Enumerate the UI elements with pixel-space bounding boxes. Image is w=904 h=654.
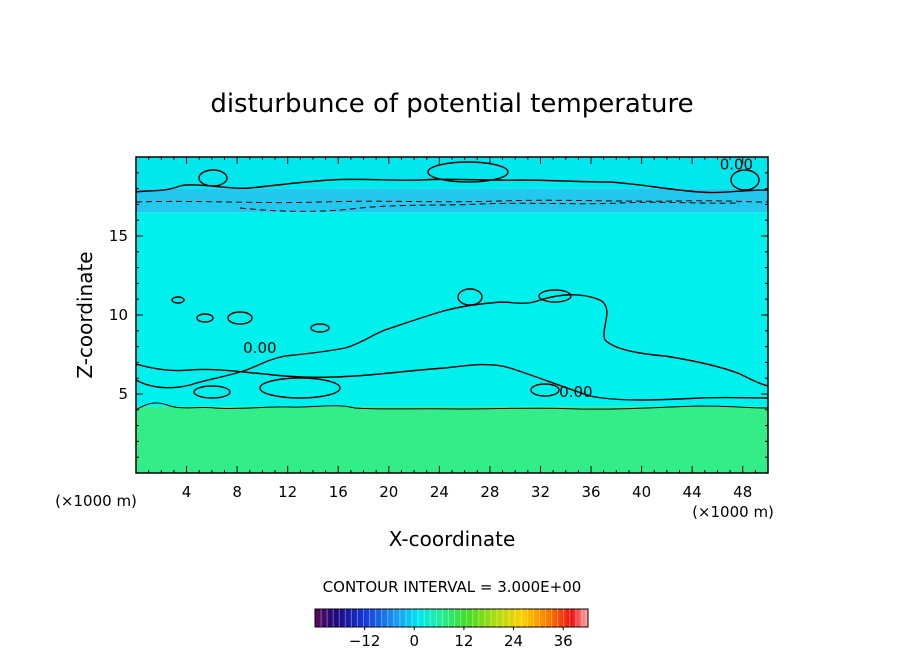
contour-loop bbox=[198, 169, 228, 187]
contour-loop bbox=[193, 385, 231, 399]
x-tick-label: 44 bbox=[683, 483, 702, 501]
contour-label: 0.00 bbox=[559, 383, 592, 401]
colorbar-tick-label: 0 bbox=[409, 632, 419, 650]
colorbar-tick-label: 36 bbox=[554, 632, 573, 650]
x-tick-label: 28 bbox=[480, 483, 499, 501]
contour-dashed-2 bbox=[239, 201, 741, 212]
contour-loop bbox=[538, 289, 572, 303]
y-axis-ticks: 5 10 15 bbox=[109, 172, 768, 458]
x-tick-label: 4 bbox=[182, 483, 192, 501]
x-tick-label: 24 bbox=[430, 483, 449, 501]
y-units-note: (×1000 m) bbox=[55, 492, 137, 510]
plot-area: 0.00 0.00 0.00 bbox=[136, 156, 768, 473]
y-axis-label: Z-coordinate bbox=[73, 251, 97, 378]
contour-loop bbox=[730, 169, 760, 191]
field-region bbox=[136, 157, 768, 189]
colorbar-tick-label: −12 bbox=[349, 632, 381, 650]
contour-loop bbox=[310, 323, 330, 333]
contour-loop bbox=[427, 161, 509, 183]
contour-loop bbox=[530, 383, 560, 397]
chart-title: disturbunce of potential temperature bbox=[210, 89, 693, 119]
x-tick-label: 20 bbox=[379, 483, 398, 501]
contour-loop bbox=[227, 311, 253, 325]
x-tick-label: 8 bbox=[232, 483, 242, 501]
colorbar-ticks: −12 0 12 24 36 bbox=[349, 627, 573, 650]
colorbar-tick-label: 24 bbox=[504, 632, 523, 650]
x-tick-label: 32 bbox=[531, 483, 550, 501]
colorbar-tick-label: 12 bbox=[454, 632, 473, 650]
contour-label-layer: 0.00 0.00 0.00 bbox=[243, 156, 753, 401]
contour-label: 0.00 bbox=[243, 339, 276, 357]
y-tick-label: 5 bbox=[118, 385, 128, 403]
x-tick-label: 36 bbox=[581, 483, 600, 501]
colorbar bbox=[314, 608, 589, 628]
x-tick-label: 40 bbox=[632, 483, 651, 501]
contour-loop bbox=[196, 313, 214, 323]
contour-label: 0.00 bbox=[720, 156, 753, 174]
colorbar-segments bbox=[320, 609, 583, 627]
contour-loop bbox=[171, 296, 185, 304]
y-tick-label: 15 bbox=[109, 227, 128, 245]
contour-interval-text: CONTOUR INTERVAL = 3.000E+00 bbox=[323, 578, 582, 596]
contour-positive-base bbox=[136, 402, 768, 411]
x-tick-label: 16 bbox=[329, 483, 348, 501]
contour-lines bbox=[136, 161, 768, 411]
x-axis-ticks: 4 8 12 16 20 24 28 32 36 40 44 48 bbox=[148, 157, 756, 501]
x-tick-label: 48 bbox=[733, 483, 752, 501]
y-tick-label: 10 bbox=[109, 306, 128, 324]
contour-zero-mid bbox=[136, 294, 768, 389]
x-tick-label: 12 bbox=[278, 483, 297, 501]
x-axis-label: X-coordinate bbox=[389, 527, 516, 551]
contour-loop bbox=[259, 377, 341, 399]
x-units-note: (×1000 m) bbox=[692, 503, 774, 521]
contour-zero-lower bbox=[136, 363, 768, 401]
contour-loop bbox=[457, 288, 483, 306]
field-region bbox=[136, 406, 768, 473]
field-region bbox=[136, 188, 768, 213]
contour-dashed-1 bbox=[136, 199, 768, 204]
